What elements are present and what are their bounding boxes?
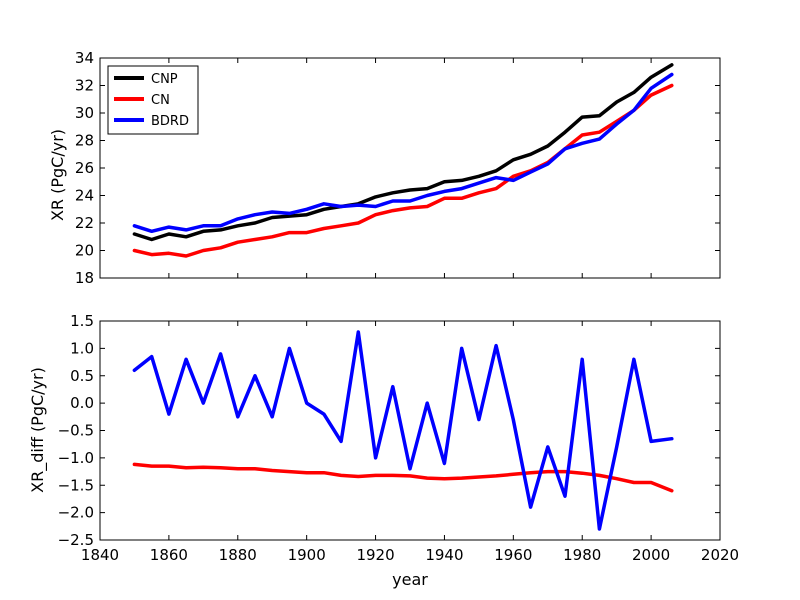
bottom-xtick-group: 1840 1860 1880 1900 1920 1940 1960 1980 2000 2020: [81, 321, 739, 564]
top-ytick-label: 34: [75, 49, 94, 67]
bottom-ytick-label: 1.0: [70, 339, 94, 357]
top-axes-frame: [99, 57, 721, 279]
xtick-label: 2000: [632, 546, 670, 564]
bottom-ytick-label: −2.0: [58, 504, 94, 522]
bottom-ytick-label: 1.5: [70, 312, 94, 330]
top-series-line-cn: [132, 83, 674, 258]
top-ylabel: XR (PgC/yr): [48, 129, 67, 221]
top-ytick-label: 18: [75, 269, 94, 287]
bottom-ytick-label: −1.0: [58, 449, 94, 467]
top-series-line-cnp: [132, 63, 674, 242]
top-ytick-label: 20: [75, 242, 94, 260]
top-ytick-label: 26: [75, 159, 94, 177]
xtick-label: 1900: [288, 546, 326, 564]
legend-label-cnp: CNP: [151, 72, 178, 87]
bottom-ytick-label: −2.5: [58, 531, 94, 549]
bottom-ytick-group: −2.5 −2.0 −1.5 −1.0 −0.5 0.0 0.5 1.0 1.5: [58, 312, 720, 549]
bottom-axes-frame: [99, 320, 721, 541]
xtick-label: 1920: [356, 546, 394, 564]
top-ytick-label: 28: [75, 132, 94, 150]
top-ytick-group: 18 20 22 24 26 28 30 32 34: [75, 49, 720, 287]
top-series-group: [132, 63, 674, 258]
xtick-label: 1940: [425, 546, 463, 564]
top-ytick-label: 30: [75, 104, 94, 122]
xtick-label: 2020: [701, 546, 739, 564]
bottom-series-line-bdrd: [132, 330, 674, 531]
bottom-ytick-label: 0.0: [70, 394, 94, 412]
xtick-label: 1840: [81, 546, 119, 564]
bottom-panel: XR_diff (PgC/yr) year −2.5 −2.0 −1.5 −1.0 −0…: [28, 312, 739, 589]
bottom-series-group: [132, 330, 674, 531]
legend-label-bdrd: BDRD: [151, 114, 189, 129]
bottom-series-line-cn: [132, 462, 674, 493]
legend-label-cn: CN: [151, 93, 170, 108]
bottom-ytick-label: 0.5: [70, 367, 94, 385]
top-series-line-bdrd: [132, 72, 674, 234]
xtick-label: 1980: [563, 546, 601, 564]
top-ytick-label: 24: [75, 187, 94, 205]
xtick-label: 1880: [219, 546, 257, 564]
bottom-xlabel: year: [392, 570, 428, 589]
top-panel: XR (PgC/yr) 18 20 22 24 26 28 30 32 34 CNP CN BD…: [48, 49, 721, 287]
xtick-label: 1860: [150, 546, 188, 564]
top-ytick-label: 22: [75, 214, 94, 232]
legend: CNP CN BDRD: [107, 65, 199, 135]
top-ytick-label: 32: [75, 77, 94, 95]
bottom-ytick-label: −1.5: [58, 476, 94, 494]
xtick-label: 1960: [494, 546, 532, 564]
bottom-ytick-label: −0.5: [58, 422, 94, 440]
bottom-ylabel: XR_diff (PgC/yr): [28, 367, 48, 493]
